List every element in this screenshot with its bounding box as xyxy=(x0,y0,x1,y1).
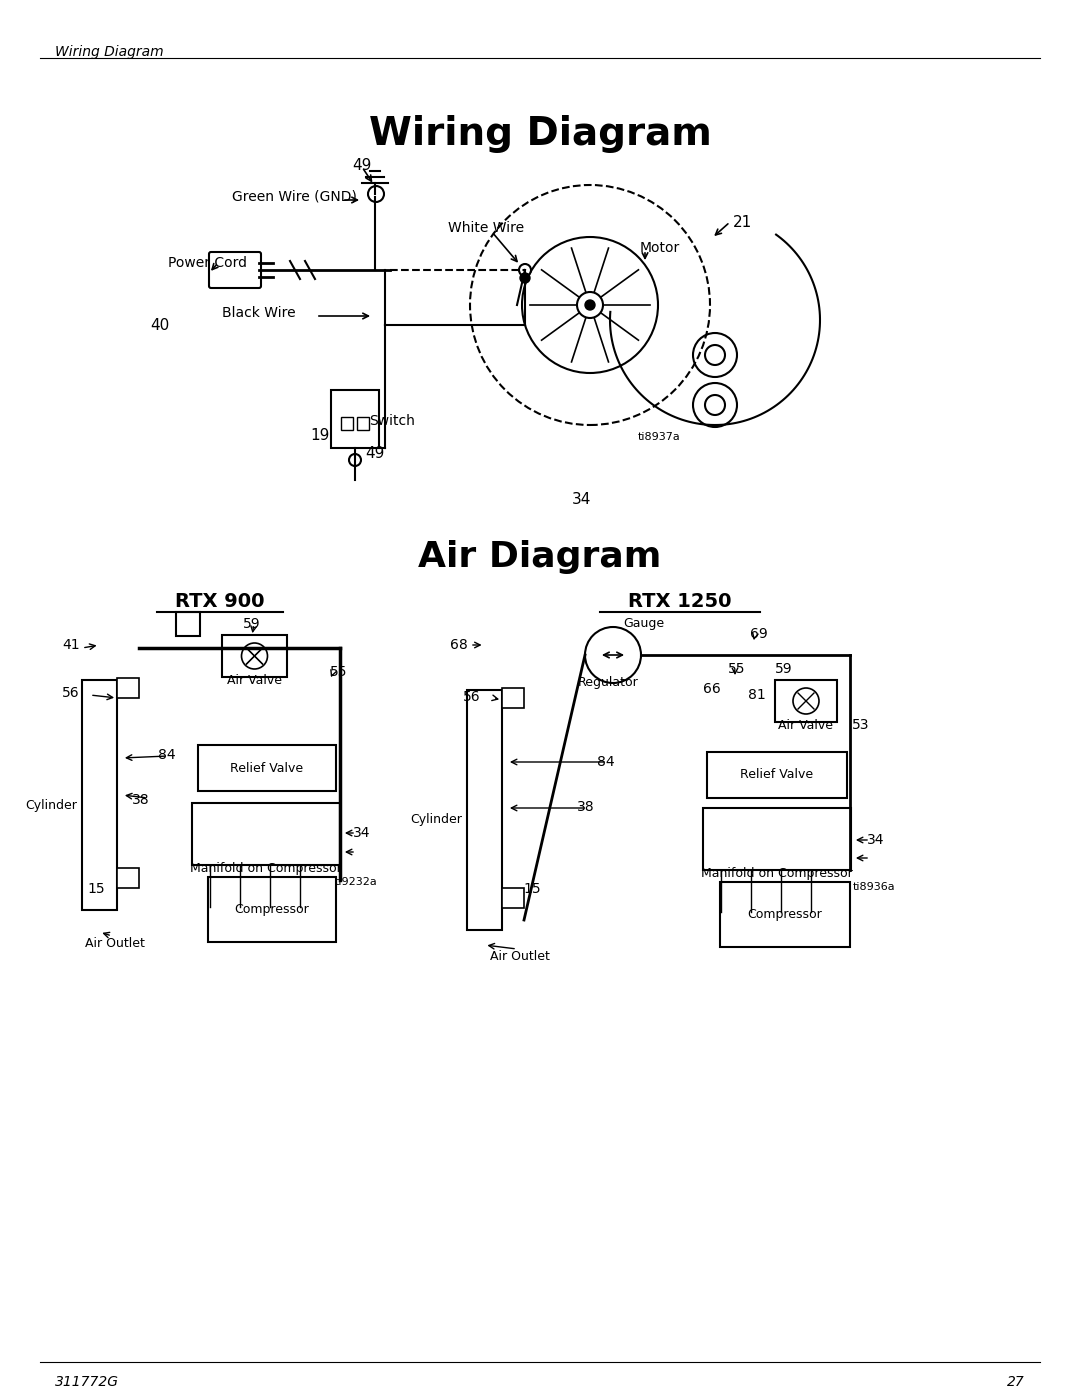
Text: RTX 1250: RTX 1250 xyxy=(629,592,732,610)
Circle shape xyxy=(577,292,603,319)
Text: 53: 53 xyxy=(852,718,869,732)
Text: 21: 21 xyxy=(733,215,753,231)
Text: 38: 38 xyxy=(132,793,150,807)
Text: Air Valve: Air Valve xyxy=(779,719,834,732)
Text: Compressor: Compressor xyxy=(234,902,309,916)
Bar xyxy=(467,690,502,930)
Text: 59: 59 xyxy=(243,617,260,631)
Text: ti8936a: ti8936a xyxy=(853,882,895,893)
Text: 56: 56 xyxy=(62,686,80,700)
Text: 27: 27 xyxy=(1008,1375,1025,1389)
Circle shape xyxy=(585,627,642,683)
Text: Relief Valve: Relief Valve xyxy=(741,768,813,781)
Text: 19: 19 xyxy=(310,427,329,443)
Text: 15: 15 xyxy=(523,882,541,895)
Bar xyxy=(117,868,139,888)
Text: 311772G: 311772G xyxy=(55,1375,119,1389)
Text: ti8937a: ti8937a xyxy=(638,432,680,441)
Text: 84: 84 xyxy=(597,754,615,768)
Bar xyxy=(192,803,340,865)
Text: 41: 41 xyxy=(62,638,80,652)
Bar xyxy=(330,390,379,448)
Text: ti9232a: ti9232a xyxy=(335,877,378,887)
Text: Power Cord: Power Cord xyxy=(168,256,247,270)
Text: Regulator: Regulator xyxy=(578,676,638,689)
Text: Cylinder: Cylinder xyxy=(25,799,77,812)
Text: Green Wire (GND): Green Wire (GND) xyxy=(232,189,356,203)
Text: 59: 59 xyxy=(775,662,793,676)
Circle shape xyxy=(519,264,531,277)
Text: 49: 49 xyxy=(365,446,384,461)
Text: Cylinder: Cylinder xyxy=(410,813,462,827)
Text: Compressor: Compressor xyxy=(747,908,822,921)
Text: Air Outlet: Air Outlet xyxy=(490,950,550,963)
Text: 55: 55 xyxy=(728,662,745,676)
Circle shape xyxy=(349,454,361,467)
Bar xyxy=(703,807,851,870)
Bar xyxy=(82,680,117,909)
Circle shape xyxy=(242,643,268,669)
Text: White Wire: White Wire xyxy=(448,221,524,235)
Text: Gauge: Gauge xyxy=(623,617,664,630)
Text: Wiring Diagram: Wiring Diagram xyxy=(368,115,712,154)
Circle shape xyxy=(368,186,384,203)
Bar xyxy=(775,680,837,722)
Bar xyxy=(208,877,336,942)
Circle shape xyxy=(793,687,819,714)
Bar xyxy=(341,416,353,430)
Text: RTX 900: RTX 900 xyxy=(175,592,265,610)
Bar xyxy=(502,888,524,908)
Text: Air Outlet: Air Outlet xyxy=(85,937,145,950)
Text: 34: 34 xyxy=(353,826,370,840)
Text: 68: 68 xyxy=(450,638,468,652)
Text: Manifold on Compressor: Manifold on Compressor xyxy=(701,868,853,880)
Circle shape xyxy=(585,300,595,310)
Circle shape xyxy=(519,272,530,284)
Text: Air Valve: Air Valve xyxy=(227,673,282,687)
Bar xyxy=(176,612,200,636)
Bar xyxy=(222,636,287,678)
Text: 40: 40 xyxy=(150,319,170,332)
Bar xyxy=(117,678,139,698)
Text: Relief Valve: Relief Valve xyxy=(230,761,303,774)
Bar xyxy=(357,416,369,430)
Text: 84: 84 xyxy=(158,747,176,761)
FancyBboxPatch shape xyxy=(210,251,261,288)
Text: 81: 81 xyxy=(748,687,766,703)
Text: 34: 34 xyxy=(572,492,592,507)
Bar xyxy=(720,882,850,947)
Text: 66: 66 xyxy=(703,682,720,696)
Text: 38: 38 xyxy=(577,800,595,814)
Text: 49: 49 xyxy=(352,158,372,173)
Text: Air Diagram: Air Diagram xyxy=(418,541,662,574)
Text: Wiring Diagram: Wiring Diagram xyxy=(55,45,164,59)
Text: 69: 69 xyxy=(750,627,768,641)
Bar xyxy=(707,752,847,798)
Bar xyxy=(502,687,524,708)
Text: 56: 56 xyxy=(463,690,481,704)
Text: Manifold on Compressor: Manifold on Compressor xyxy=(190,862,342,875)
Text: Motor: Motor xyxy=(640,242,680,256)
Text: 55: 55 xyxy=(330,665,348,679)
Text: Switch: Switch xyxy=(369,414,415,427)
Text: Black Wire: Black Wire xyxy=(222,306,296,320)
Text: 15: 15 xyxy=(87,882,105,895)
Bar xyxy=(198,745,336,791)
Text: 34: 34 xyxy=(867,833,885,847)
